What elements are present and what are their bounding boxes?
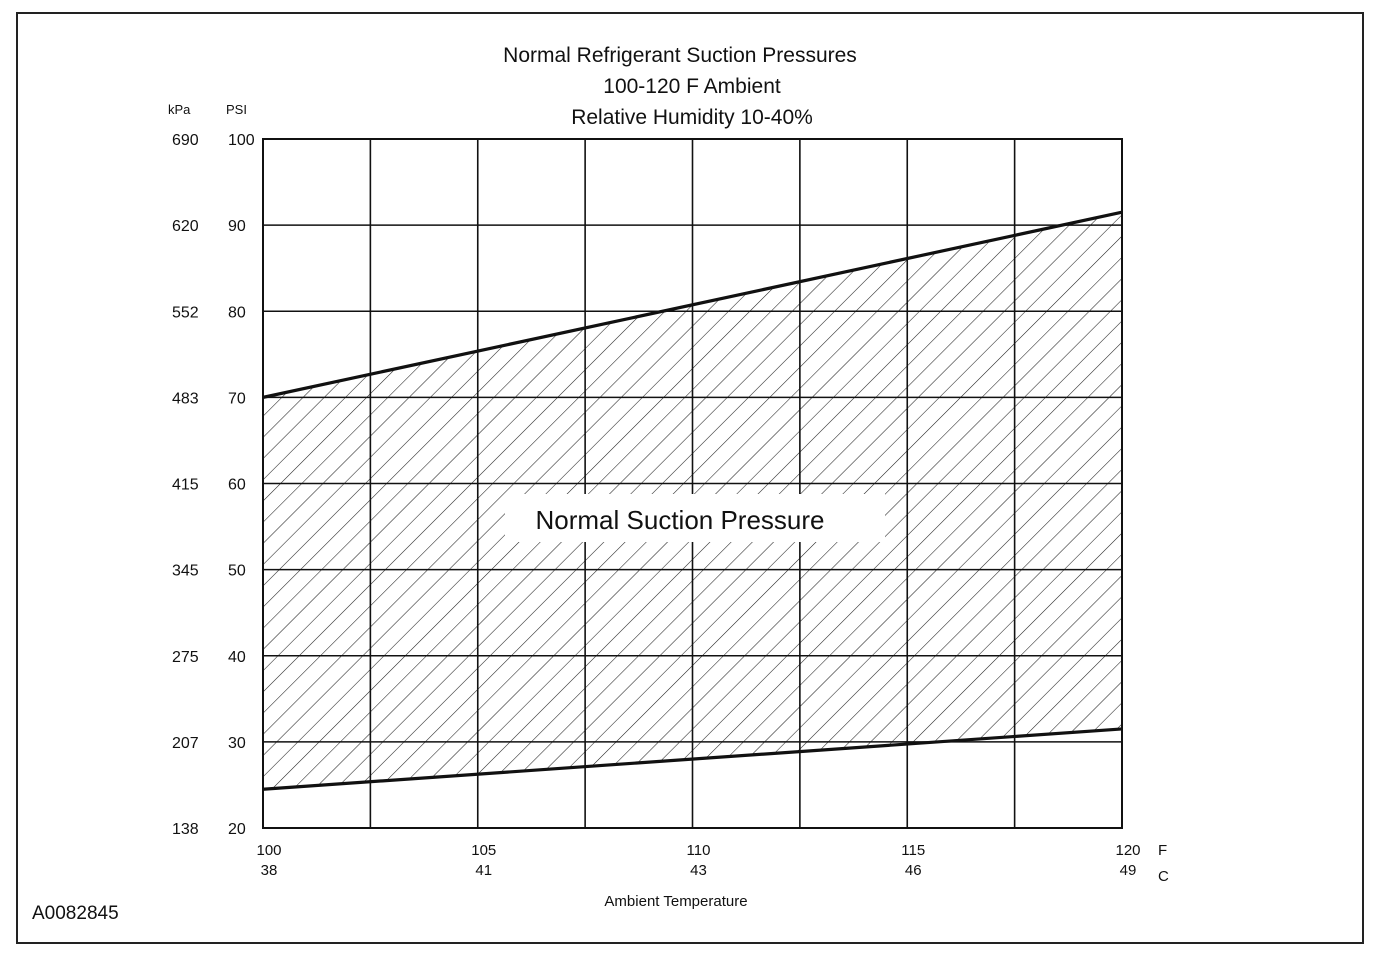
- y-tick-psi-60: 60: [228, 477, 246, 494]
- y-tick-kpa-207: 207: [172, 735, 199, 752]
- y-tick-psi-70: 70: [228, 390, 246, 407]
- title-line-2: 100-120 F Ambient: [603, 75, 781, 98]
- x-tick-c-41: 41: [475, 862, 492, 879]
- x-unit-f: F: [1158, 842, 1167, 859]
- title-line-3: Relative Humidity 10-40%: [571, 106, 813, 129]
- band-label: Normal Suction Pressure: [536, 505, 825, 535]
- chart-title: Normal Refrigerant Suction Pressures 100…: [503, 44, 857, 129]
- y-tick-psi-90: 90: [228, 218, 246, 235]
- y-tick-kpa-345: 345: [172, 563, 199, 580]
- x-tick-f-110: 110: [687, 842, 711, 859]
- lower-limit-line: [262, 727, 1123, 791]
- y-tick-psi-80: 80: [228, 304, 246, 321]
- x-tick-f-105: 105: [471, 842, 496, 859]
- x-tick-c-49: 49: [1120, 862, 1137, 879]
- figure-id: A0082845: [32, 903, 119, 924]
- tick-labels: 100 690 90 620 80 552 70 483 60 415 50 345 40 275 30 20…: [172, 132, 1141, 879]
- plot-border: [262, 138, 1123, 829]
- y-unit-psi: PSI: [226, 102, 247, 117]
- x-tick-c-43: 43: [690, 862, 707, 879]
- y-tick-psi-40: 40: [228, 649, 246, 666]
- figure-frame: [16, 12, 1364, 944]
- x-tick-f-100: 100: [256, 842, 281, 859]
- y-unit-kpa: kPa: [168, 102, 191, 117]
- y-tick-kpa-483: 483: [172, 390, 199, 407]
- y-tick-kpa-415: 415: [172, 477, 199, 494]
- grid-layer: [262, 138, 1123, 829]
- y-tick-kpa-275: 275: [172, 649, 199, 666]
- y-tick-psi-100: 100: [228, 132, 255, 149]
- y-tick-psi-20: 20: [228, 821, 246, 838]
- band-label-group: Normal Suction Pressure: [505, 494, 885, 542]
- x-tick-c-38: 38: [261, 862, 278, 879]
- boundary-lines: [262, 210, 1123, 791]
- x-tick-f-115: 115: [901, 842, 925, 859]
- y-tick-kpa-620: 620: [172, 218, 199, 235]
- x-unit-c: C: [1158, 868, 1169, 885]
- y-tick-kpa-552: 552: [172, 304, 199, 321]
- y-tick-psi-50: 50: [228, 563, 246, 580]
- y-tick-kpa-138: 138: [172, 821, 199, 838]
- x-tick-f-120: 120: [1115, 842, 1140, 859]
- upper-limit-line: [262, 210, 1123, 399]
- title-line-1: Normal Refrigerant Suction Pressures: [503, 44, 857, 67]
- band-label-background: [505, 494, 885, 542]
- y-tick-kpa-690: 690: [172, 132, 199, 149]
- x-axis-label: Ambient Temperature: [604, 893, 747, 910]
- y-tick-psi-30: 30: [228, 735, 246, 752]
- x-tick-c-46: 46: [905, 862, 922, 879]
